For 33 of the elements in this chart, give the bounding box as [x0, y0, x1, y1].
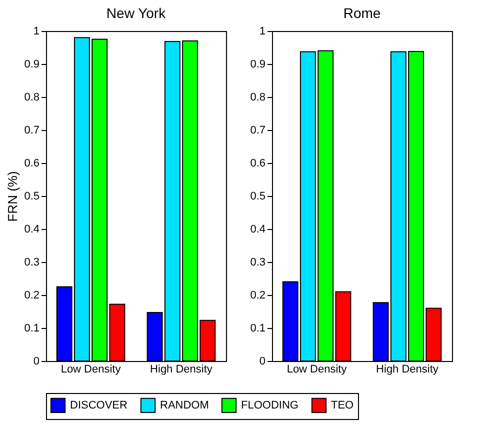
- chart-title: New York: [106, 5, 167, 21]
- y-tick-label: 0.4: [250, 224, 266, 236]
- y-tick-label: 0.1: [250, 322, 266, 334]
- y-tick-label: 0.9: [250, 58, 266, 70]
- y-tick-label: 0: [259, 356, 266, 368]
- y-tick-label: 0.6: [24, 158, 40, 170]
- y-tick-label: 0.7: [250, 124, 266, 136]
- chart-title: Rome: [343, 5, 381, 21]
- y-tick-label: 0.3: [250, 256, 266, 268]
- y-tick-label: 0.5: [250, 190, 266, 202]
- y-tick-label: 0.4: [24, 224, 40, 236]
- legend-label: TEO: [331, 399, 354, 412]
- y-tick-label: 0.5: [24, 190, 40, 202]
- y-tick-label: 1: [259, 26, 266, 38]
- y-tick-label: 0.6: [250, 158, 266, 170]
- y-tick-label: 0.8: [24, 92, 40, 104]
- y-tick-label: 0.2: [250, 290, 266, 302]
- x-tick-label: High Density: [376, 364, 439, 376]
- y-tick-label: 0.8: [250, 92, 266, 104]
- y-tick-label: 0.3: [24, 256, 40, 268]
- legend-label: FLOODING: [241, 399, 298, 412]
- y-tick-label: 0.1: [24, 322, 40, 334]
- y-tick-label: 0.7: [24, 124, 40, 136]
- x-tick-label: Low Density: [286, 364, 348, 376]
- y-tick-label: 0.2: [24, 290, 40, 302]
- y-tick-label: 1: [33, 26, 40, 38]
- x-tick-label: Low Density: [60, 364, 122, 376]
- y-axis-title: FRN (%): [5, 171, 20, 222]
- x-tick-label: High Density: [150, 364, 213, 376]
- legend-label: DISCOVER: [70, 399, 128, 412]
- y-tick-label: 0.9: [24, 58, 40, 70]
- legend-label: RANDOM: [160, 399, 209, 412]
- y-tick-label: 0: [33, 356, 40, 368]
